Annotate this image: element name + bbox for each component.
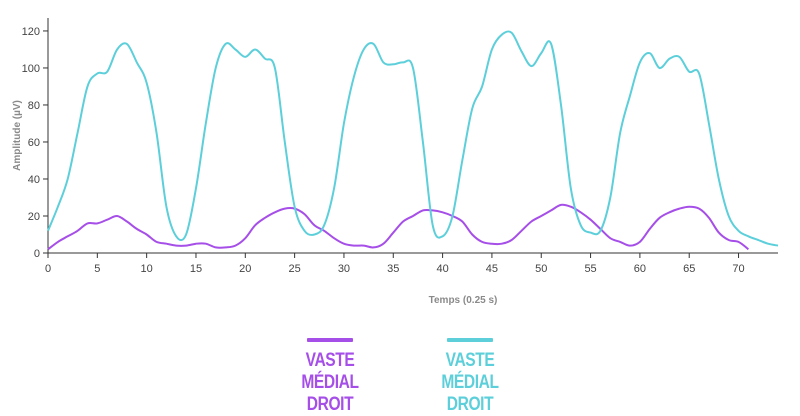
x-tick-label: 25 bbox=[288, 263, 300, 275]
axes: 0 20 40 60 80 100 120 0 5 10 15 20 25 30 35 40 45 50 55 60 6… bbox=[22, 18, 778, 275]
legend-item-series-2[interactable]: VASTE MÉDIAL DROIT bbox=[420, 338, 520, 416]
x-tick-label: 60 bbox=[634, 263, 646, 275]
legend-swatch-series-1 bbox=[307, 338, 353, 342]
y-tick-label: 0 bbox=[34, 248, 40, 260]
x-tick-label: 20 bbox=[239, 263, 251, 275]
y-tick-label: 60 bbox=[28, 137, 40, 149]
x-tick-label: 30 bbox=[338, 263, 350, 275]
y-tick-label: 40 bbox=[28, 174, 40, 186]
x-tick-label: 45 bbox=[486, 263, 498, 275]
legend-swatch-series-2 bbox=[447, 338, 493, 342]
x-tick-label: 55 bbox=[584, 263, 596, 275]
y-axis-title: Amplitude (µV) bbox=[12, 100, 23, 171]
y-tick-label: 20 bbox=[28, 211, 40, 223]
x-tick-label: 0 bbox=[45, 263, 51, 275]
legend-label-series-2: VASTE MÉDIAL DROIT bbox=[441, 350, 499, 415]
x-tick-label: 35 bbox=[387, 263, 399, 275]
y-tick-label: 80 bbox=[28, 100, 40, 112]
x-tick-label: 65 bbox=[683, 263, 695, 275]
x-tick-label: 50 bbox=[535, 263, 547, 275]
series-layer bbox=[47, 30, 779, 251]
line-chart: 0 20 40 60 80 100 120 0 5 10 15 20 25 30 35 40 45 50 55 60 6… bbox=[12, 18, 779, 306]
legend-item-series-1[interactable]: VASTE MÉDIAL DROIT bbox=[280, 338, 380, 416]
x-tick-label: 10 bbox=[141, 263, 153, 275]
x-tick-label: 40 bbox=[436, 263, 448, 275]
series-line-2[interactable] bbox=[47, 30, 779, 247]
y-tick-label: 100 bbox=[22, 63, 40, 75]
x-axis-title: Temps (0.25 s) bbox=[429, 295, 498, 306]
series-line-1[interactable] bbox=[47, 203, 750, 251]
x-tick-label: 5 bbox=[94, 263, 100, 275]
x-tick-label: 70 bbox=[732, 263, 744, 275]
x-tick-label: 15 bbox=[190, 263, 202, 275]
y-tick-label: 120 bbox=[22, 26, 40, 38]
legend-label-series-1: VASTE MÉDIAL DROIT bbox=[301, 350, 359, 415]
legend: VASTE MÉDIAL DROIT VASTE MÉDIAL DROIT bbox=[0, 338, 800, 416]
